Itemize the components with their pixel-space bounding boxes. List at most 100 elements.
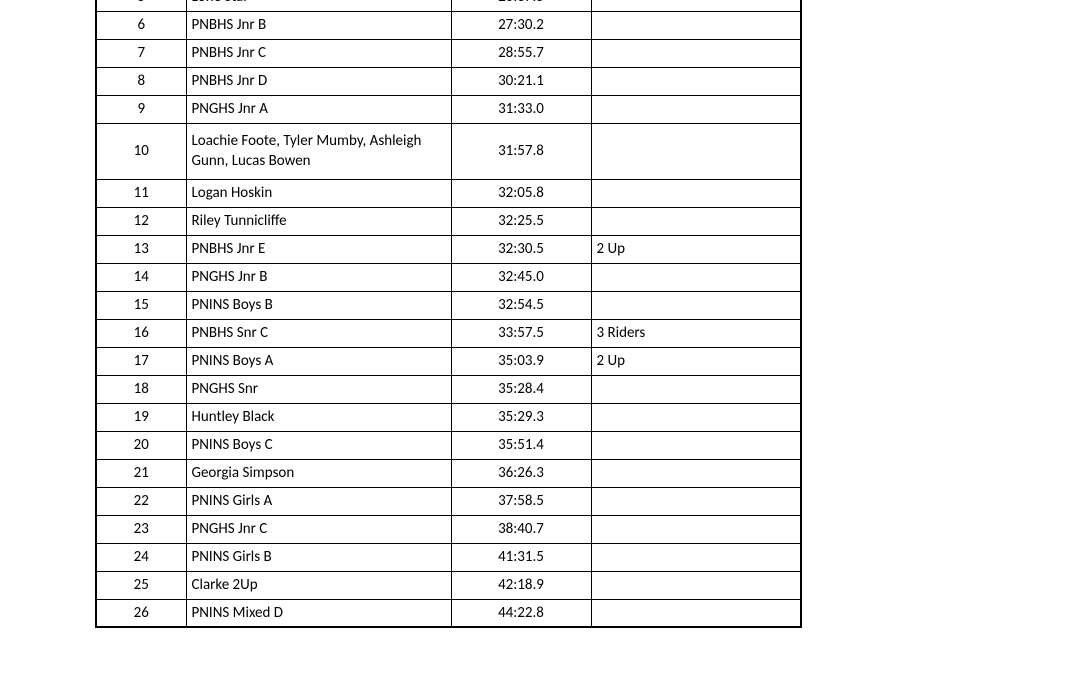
table-row: 24PNINS Girls B41:31.5 bbox=[96, 543, 801, 571]
cell-time: 41:31.5 bbox=[451, 543, 591, 571]
cell-note bbox=[591, 543, 801, 571]
cell-note bbox=[591, 11, 801, 39]
table-row: 5Lone Star26:37.5 bbox=[96, 0, 801, 11]
cell-time: 36:26.3 bbox=[451, 459, 591, 487]
table-row: 23PNGHS Jnr C38:40.7 bbox=[96, 515, 801, 543]
cell-note bbox=[591, 95, 801, 123]
cell-name: Georgia Simpson bbox=[186, 459, 451, 487]
table-row: 9PNGHS Jnr A31:33.0 bbox=[96, 95, 801, 123]
table-row: 16PNBHS Snr C33:57.53 Riders bbox=[96, 319, 801, 347]
cell-time: 35:28.4 bbox=[451, 375, 591, 403]
table-row: 20PNINS Boys C35:51.4 bbox=[96, 431, 801, 459]
cell-time: 32:45.0 bbox=[451, 263, 591, 291]
cell-name: PNGHS Jnr A bbox=[186, 95, 451, 123]
cell-place: 23 bbox=[96, 515, 186, 543]
table-row: 8PNBHS Jnr D30:21.1 bbox=[96, 67, 801, 95]
table-row: 7PNBHS Jnr C28:55.7 bbox=[96, 39, 801, 67]
cell-note bbox=[591, 431, 801, 459]
cell-name: Loachie Foote, Tyler Mumby, Ashleigh Gun… bbox=[186, 123, 451, 179]
cell-name: PNBHS Snr C bbox=[186, 319, 451, 347]
cell-place: 13 bbox=[96, 235, 186, 263]
cell-name: PNBHS Jnr C bbox=[186, 39, 451, 67]
cell-place: 11 bbox=[96, 179, 186, 207]
cell-name: PNGHS Jnr C bbox=[186, 515, 451, 543]
cell-place: 6 bbox=[96, 11, 186, 39]
cell-time: 44:22.8 bbox=[451, 599, 591, 627]
cell-time: 30:21.1 bbox=[451, 67, 591, 95]
cell-place: 9 bbox=[96, 95, 186, 123]
cell-time: 35:29.3 bbox=[451, 403, 591, 431]
cell-note bbox=[591, 179, 801, 207]
cell-name: PNBHS Jnr B bbox=[186, 11, 451, 39]
cell-time: 33:57.5 bbox=[451, 319, 591, 347]
table-row: 22PNINS Girls A37:58.5 bbox=[96, 487, 801, 515]
table-row: 15PNINS Boys B32:54.5 bbox=[96, 291, 801, 319]
cell-time: 32:30.5 bbox=[451, 235, 591, 263]
cell-place: 8 bbox=[96, 67, 186, 95]
cell-place: 22 bbox=[96, 487, 186, 515]
cell-name: PNINS Boys A bbox=[186, 347, 451, 375]
cell-place: 19 bbox=[96, 403, 186, 431]
table-row: 21Georgia Simpson36:26.3 bbox=[96, 459, 801, 487]
cell-place: 7 bbox=[96, 39, 186, 67]
cell-name: PNBHS Jnr E bbox=[186, 235, 451, 263]
cell-note bbox=[591, 263, 801, 291]
cell-place: 16 bbox=[96, 319, 186, 347]
cell-name: Huntley Black bbox=[186, 403, 451, 431]
cell-note bbox=[591, 515, 801, 543]
cell-time: 32:05.8 bbox=[451, 179, 591, 207]
cell-note bbox=[591, 67, 801, 95]
cell-place: 26 bbox=[96, 599, 186, 627]
cell-note bbox=[591, 39, 801, 67]
cell-note bbox=[591, 599, 801, 627]
cell-name: Clarke 2Up bbox=[186, 571, 451, 599]
cell-place: 15 bbox=[96, 291, 186, 319]
cell-time: 32:54.5 bbox=[451, 291, 591, 319]
table-row: 13PNBHS Jnr E32:30.52 Up bbox=[96, 235, 801, 263]
cell-time: 31:57.8 bbox=[451, 123, 591, 179]
cell-note: 2 Up bbox=[591, 235, 801, 263]
cell-name: PNINS Girls B bbox=[186, 543, 451, 571]
table-row: 18PNGHS Snr35:28.4 bbox=[96, 375, 801, 403]
cell-note bbox=[591, 459, 801, 487]
table-row: 17PNINS Boys A35:03.92 Up bbox=[96, 347, 801, 375]
cell-place: 17 bbox=[96, 347, 186, 375]
cell-place: 14 bbox=[96, 263, 186, 291]
table-row: 14PNGHS Jnr B32:45.0 bbox=[96, 263, 801, 291]
cell-note bbox=[591, 403, 801, 431]
cell-note: 2 Up bbox=[591, 347, 801, 375]
cell-name: PNGHS Snr bbox=[186, 375, 451, 403]
cell-time: 37:58.5 bbox=[451, 487, 591, 515]
cell-place: 21 bbox=[96, 459, 186, 487]
cell-place: 12 bbox=[96, 207, 186, 235]
cell-time: 27:30.2 bbox=[451, 11, 591, 39]
cell-name: PNINS Boys C bbox=[186, 431, 451, 459]
cell-time: 35:51.4 bbox=[451, 431, 591, 459]
cell-name: PNGHS Jnr B bbox=[186, 263, 451, 291]
cell-place: 18 bbox=[96, 375, 186, 403]
cell-note bbox=[591, 207, 801, 235]
table-row: 11Logan Hoskin32:05.8 bbox=[96, 179, 801, 207]
cell-name: Logan Hoskin bbox=[186, 179, 451, 207]
cell-time: 28:55.7 bbox=[451, 39, 591, 67]
results-table-container: 5Lone Star26:37.56PNBHS Jnr B27:30.27PNB… bbox=[95, 0, 800, 628]
cell-name: Riley Tunnicliffe bbox=[186, 207, 451, 235]
cell-note bbox=[591, 571, 801, 599]
cell-note bbox=[591, 0, 801, 11]
cell-time: 38:40.7 bbox=[451, 515, 591, 543]
cell-place: 5 bbox=[96, 0, 186, 11]
cell-name: PNBHS Jnr D bbox=[186, 67, 451, 95]
cell-place: 20 bbox=[96, 431, 186, 459]
cell-time: 42:18.9 bbox=[451, 571, 591, 599]
cell-name: PNINS Boys B bbox=[186, 291, 451, 319]
cell-name: Lone Star bbox=[186, 0, 451, 11]
cell-note bbox=[591, 487, 801, 515]
table-row: 19Huntley Black35:29.3 bbox=[96, 403, 801, 431]
table-row: 26PNINS Mixed D44:22.8 bbox=[96, 599, 801, 627]
cell-name: PNINS Mixed D bbox=[186, 599, 451, 627]
cell-place: 25 bbox=[96, 571, 186, 599]
cell-note bbox=[591, 375, 801, 403]
cell-note bbox=[591, 123, 801, 179]
cell-note: 3 Riders bbox=[591, 319, 801, 347]
cell-time: 26:37.5 bbox=[451, 0, 591, 11]
